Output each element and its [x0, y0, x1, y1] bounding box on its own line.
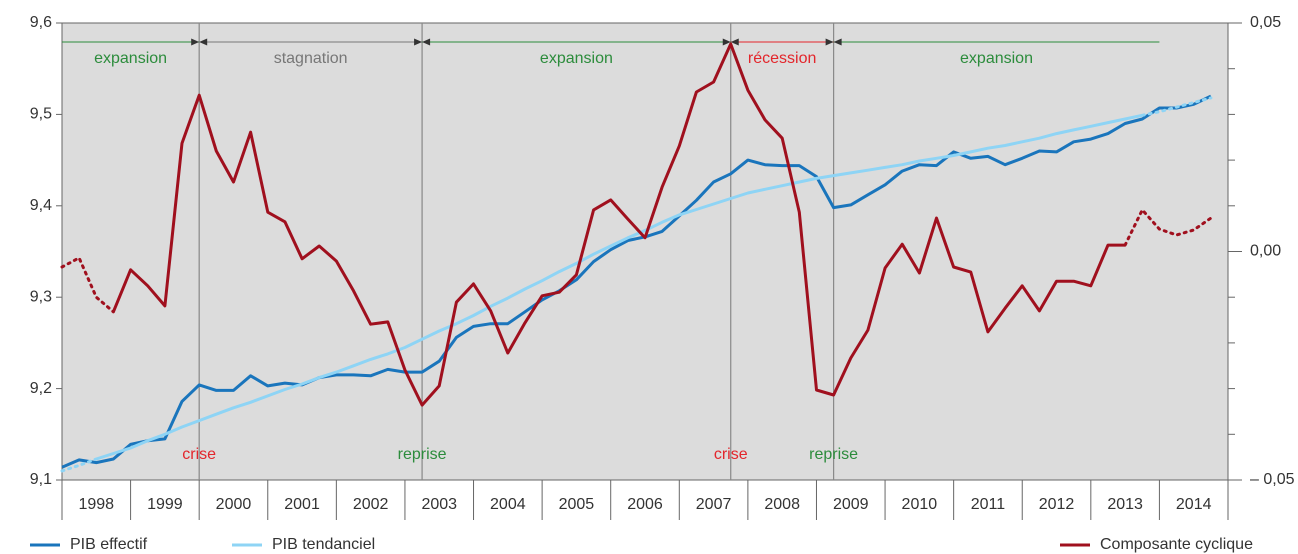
arrowhead [730, 38, 739, 46]
y2-tick-label: 0,05 [1250, 14, 1281, 31]
series-line [61, 94, 1212, 469]
x-tick-label: 2012 [1039, 496, 1075, 513]
x-tick-label: 2000 [216, 496, 252, 513]
y-tick-label: 9,5 [30, 106, 52, 123]
legend-label: PIB tendanciel [272, 536, 375, 553]
y-tick-label: 9,2 [30, 380, 52, 397]
event-label: reprise [809, 446, 858, 463]
arrowhead [422, 38, 431, 46]
phase-label: stagnation [274, 50, 348, 67]
series-line [95, 113, 1143, 461]
series-line [60, 256, 115, 314]
phase-label: expansion [94, 50, 167, 67]
x-tick-label: 2002 [353, 496, 389, 513]
x-tick-label: 2013 [1107, 496, 1143, 513]
plot-area [61, 22, 1229, 481]
arrowhead [414, 38, 423, 46]
event-label: reprise [398, 446, 447, 463]
x-tick-label: 2008 [764, 496, 800, 513]
y-tick-label: 9,3 [30, 288, 52, 305]
y-tick-label: 9,6 [30, 14, 52, 31]
x-tick-label: 2001 [284, 496, 320, 513]
phase-label: expansion [960, 50, 1033, 67]
series-line [1140, 96, 1213, 117]
x-tick-label: 2014 [1176, 496, 1212, 513]
x-tick-label: 2004 [490, 496, 526, 513]
x-tick-label: 1999 [147, 496, 183, 513]
y2-tick-label: – 0,05 [1250, 471, 1295, 488]
event-label: crise [714, 446, 748, 463]
legend-label: Composante cyclique [1100, 536, 1253, 553]
phase-label: expansion [540, 50, 613, 67]
x-tick-label: 2010 [902, 496, 938, 513]
legend-label: PIB effectif [70, 536, 148, 553]
x-tick-label: 2006 [627, 496, 663, 513]
series-line [112, 42, 1126, 407]
series-line [1123, 208, 1213, 247]
x-tick-label: 2011 [971, 496, 1006, 513]
arrowhead [191, 38, 200, 46]
event-label: crise [182, 446, 216, 463]
y-tick-label: 9,1 [30, 471, 52, 488]
y2-tick-label: 0,00 [1250, 243, 1281, 260]
arrowhead [199, 38, 208, 46]
phase-label: récession [748, 50, 816, 67]
x-tick-label: 2003 [421, 496, 457, 513]
x-tick-label: 2009 [833, 496, 869, 513]
x-tick-label: 1998 [78, 496, 114, 513]
x-tick-label: 2007 [696, 496, 732, 513]
series-line [60, 457, 98, 473]
x-tick-label: 2005 [559, 496, 595, 513]
arrowhead [825, 38, 834, 46]
y-tick-label: 9,4 [30, 197, 52, 214]
arrowhead [722, 38, 731, 46]
arrowhead [833, 38, 842, 46]
